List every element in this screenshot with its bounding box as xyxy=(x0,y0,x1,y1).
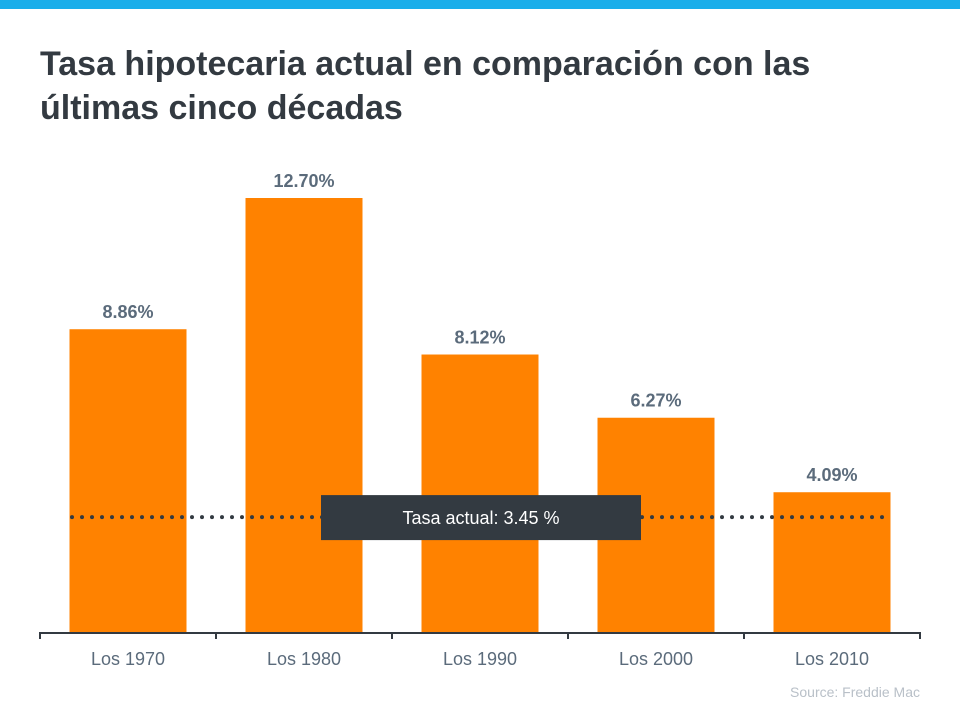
data-label: 12.70% xyxy=(273,171,334,191)
reference-label: Tasa actual: 3.45 % xyxy=(402,508,559,528)
bar xyxy=(773,492,891,632)
x-tick-label: Los 1990 xyxy=(443,649,517,669)
top-accent-bar xyxy=(0,0,960,9)
x-tick-label: Los 1980 xyxy=(267,649,341,669)
x-tick-label: Los 2000 xyxy=(619,649,693,669)
data-label: 8.12% xyxy=(454,328,505,348)
source-note: Source: Freddie Mac xyxy=(790,684,920,700)
bar xyxy=(245,198,363,632)
bar xyxy=(421,354,539,632)
x-tick-label: Los 2010 xyxy=(795,649,869,669)
reference-label-box xyxy=(321,495,641,541)
chart-title: Tasa hipotecaria actual en comparación c… xyxy=(40,45,811,127)
bar xyxy=(69,329,187,632)
data-label: 6.27% xyxy=(630,391,681,411)
data-label: 4.09% xyxy=(806,465,857,485)
x-tick-label: Los 1970 xyxy=(91,649,165,669)
data-label: 8.86% xyxy=(102,302,153,322)
